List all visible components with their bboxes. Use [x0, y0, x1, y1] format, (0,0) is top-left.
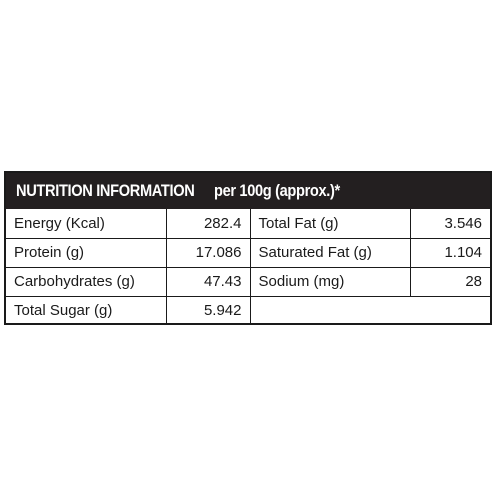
nutrient-value: 5.942 [165, 295, 251, 325]
nutrient-label: Saturated Fat (g) [249, 237, 411, 268]
table-row: Energy (Kcal) 282.4 Total Fat (g) 3.546 [6, 209, 490, 239]
nutrition-title: NUTRITION INFORMATION [16, 181, 195, 200]
nutrient-value: 47.43 [165, 266, 251, 297]
nutrient-value: 17.086 [165, 237, 251, 268]
nutrient-label: Protein (g) [6, 237, 167, 268]
nutrient-value: 282.4 [165, 209, 251, 239]
nutrient-label: Total Sugar (g) [6, 295, 167, 325]
nutrient-value: 3.546 [409, 209, 490, 239]
nutrition-header: NUTRITION INFORMATION per 100g (approx.)… [6, 173, 490, 209]
nutrient-value: 1.104 [409, 237, 490, 268]
nutrient-value: 28 [409, 266, 490, 297]
table-row: Total Sugar (g) 5.942 [6, 295, 490, 325]
nutrient-label: Energy (Kcal) [6, 209, 167, 239]
table-row: Protein (g) 17.086 Saturated Fat (g) 1.1… [6, 237, 490, 268]
empty-cell [249, 295, 490, 325]
nutrient-label: Carbohydrates (g) [6, 266, 167, 297]
table-row: Carbohydrates (g) 47.43 Sodium (mg) 28 [6, 266, 490, 297]
nutrition-table: Energy (Kcal) 282.4 Total Fat (g) 3.546 … [6, 209, 490, 325]
nutrient-label: Total Fat (g) [249, 209, 411, 239]
nutrition-subtitle: per 100g (approx.)* [213, 181, 340, 200]
nutrition-panel: NUTRITION INFORMATION per 100g (approx.)… [4, 171, 492, 325]
nutrient-label: Sodium (mg) [249, 266, 411, 297]
